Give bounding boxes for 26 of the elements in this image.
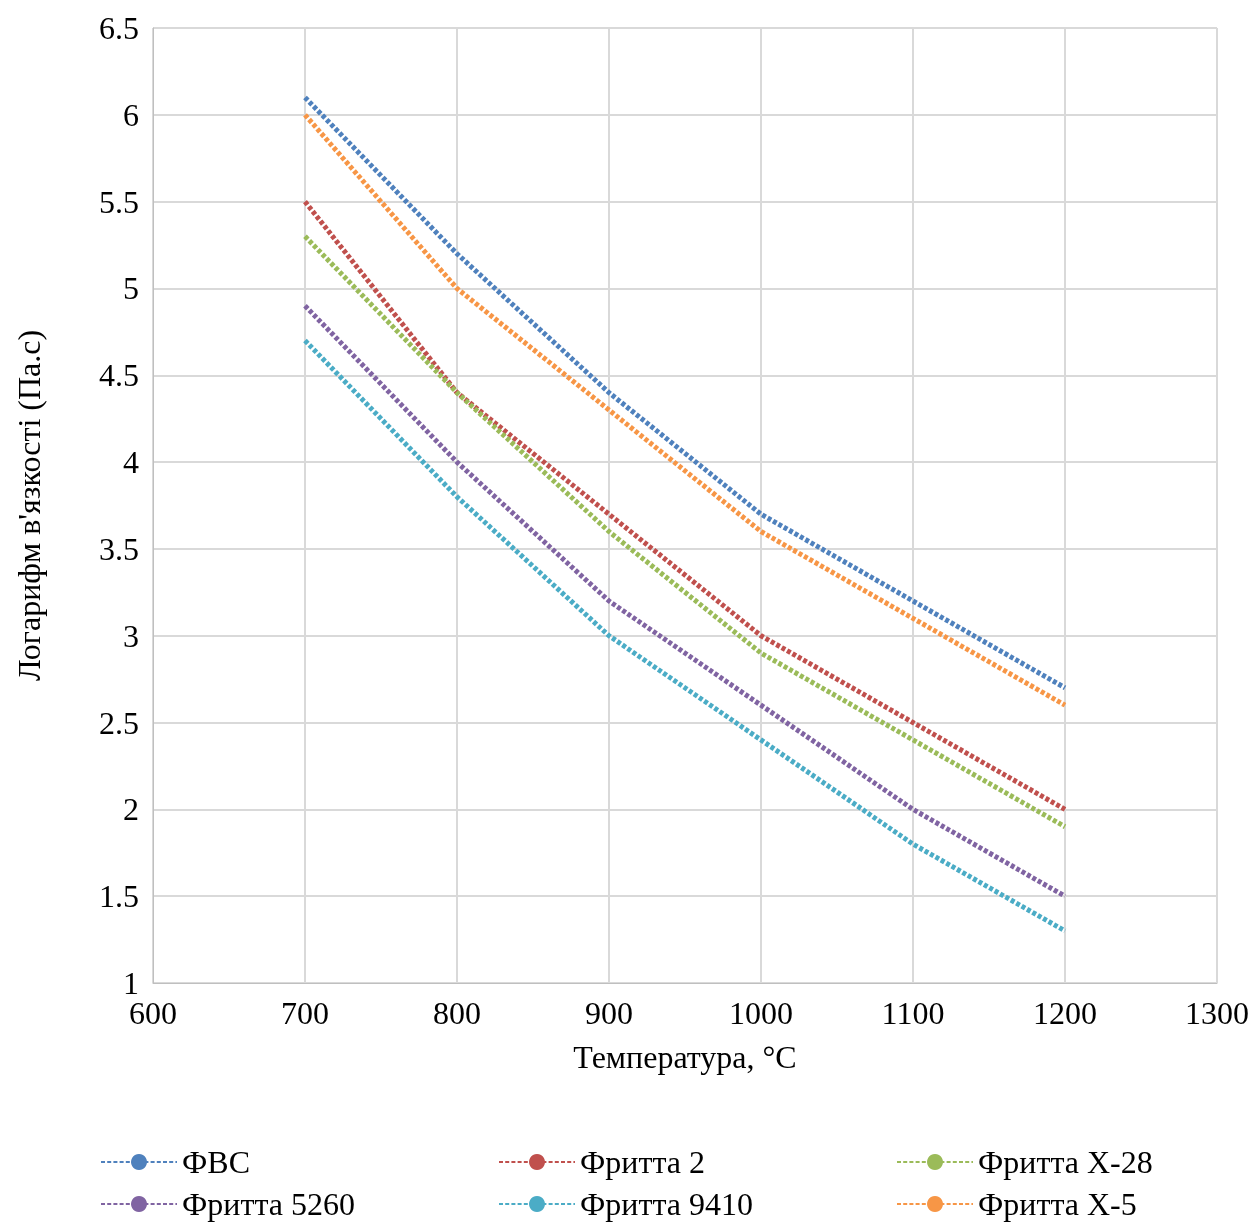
x-tick-label: 900 xyxy=(585,995,633,1031)
legend-label: ФВС xyxy=(182,1144,250,1180)
y-tick-label: 4.5 xyxy=(99,357,139,394)
x-axis-title: Температура, °C xyxy=(573,1039,797,1075)
x-tick-label: 1100 xyxy=(881,995,945,1031)
x-tick-label: 1200 xyxy=(1033,995,1097,1031)
y-tick-label: 1.5 xyxy=(99,878,139,915)
legend-label: Фритта 9410 xyxy=(580,1186,753,1222)
x-tick-label: 1300 xyxy=(1185,995,1249,1031)
x-tick-label: 800 xyxy=(433,995,481,1031)
legend-label: Фритта 2 xyxy=(580,1144,705,1180)
legend-label: Фритта Х-28 xyxy=(978,1144,1153,1180)
y-axis-title: Логарифм в'язкості (Па.с) xyxy=(11,329,47,682)
x-tick-label: 1000 xyxy=(729,995,793,1031)
y-tick-label: 6.5 xyxy=(99,10,139,46)
legend-label: Фритта Х-5 xyxy=(978,1186,1137,1222)
y-tick-label: 5.5 xyxy=(99,183,139,220)
x-tick-label: 700 xyxy=(281,995,329,1031)
y-tick-label: 3.5 xyxy=(99,530,139,567)
y-tick-label: 4 xyxy=(123,444,139,481)
y-tick-label: 5 xyxy=(123,270,139,307)
y-tick-label: 3 xyxy=(123,617,139,654)
legend-label: Фритта 5260 xyxy=(182,1186,355,1222)
y-tick-label: 2 xyxy=(123,791,139,828)
y-tick-label: 2.5 xyxy=(99,704,139,741)
y-tick-label: 6 xyxy=(123,96,139,133)
